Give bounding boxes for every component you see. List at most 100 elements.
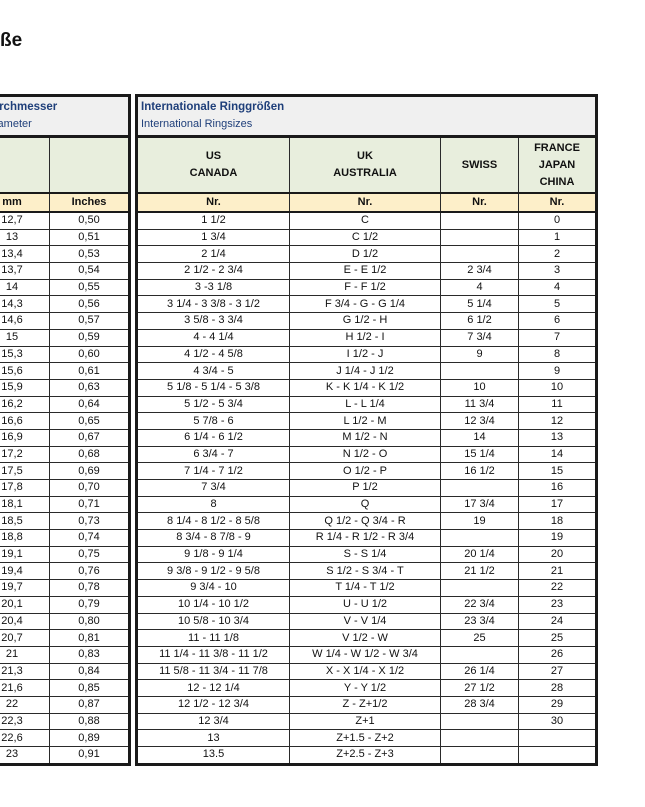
table-row: 17,8 0,70 — [0, 479, 131, 497]
table-row: 13 0,51 — [0, 228, 131, 247]
column-header-uk-australia: UK AUSTRALIA — [289, 135, 441, 194]
table-cell: 17 3/4 — [440, 495, 519, 514]
unit-header: Nr. — [289, 192, 441, 213]
table-cell: 0,53 — [48, 245, 131, 264]
table-cell: 2 1/4 — [136, 245, 290, 264]
table-cell: 21 — [0, 645, 50, 664]
table-cell: 21 1/2 — [440, 562, 519, 581]
table-cell: W 1/4 - W 1/2 - W 3/4 — [289, 645, 441, 664]
table-cell: G 1/2 - H — [289, 312, 441, 330]
table-cell — [440, 479, 519, 497]
table-cell: L 1/2 - M — [289, 412, 441, 430]
unit-header: Nr. — [440, 192, 519, 213]
column-header-us-canada: US CANADA — [136, 135, 290, 194]
table-row: 15,9 0,63 — [0, 378, 131, 397]
table-row: 3 1/4 - 3 3/8 - 3 1/2 F 3/4 - G - G 1/4 5 … — [136, 295, 597, 314]
table-row: 9 3/8 - 9 1/2 - 9 5/8 S 1/2 - S 3/4 - T 21… — [136, 562, 597, 581]
table-cell: 3 — [518, 262, 597, 280]
table-cell: 8 — [136, 495, 290, 514]
table-cell: 16 — [518, 479, 597, 497]
table-row: 15,3 0,60 — [0, 345, 131, 364]
table-cell: 0,73 — [48, 512, 131, 531]
table-cell — [440, 245, 519, 264]
table-cell: 5 1/8 - 5 1/4 - 5 3/8 — [136, 378, 290, 397]
table-cell: 27 — [518, 662, 597, 681]
table-cell: 0,60 — [48, 345, 131, 364]
table-cell: 10 5/8 - 10 3/4 — [136, 612, 290, 631]
table-cell: 0,64 — [48, 395, 131, 414]
table-cell: T 1/4 - T 1/2 — [289, 579, 441, 597]
table-cell: 0,75 — [48, 545, 131, 564]
table-cell — [518, 746, 597, 765]
table-cell: 5 — [518, 295, 597, 314]
table-cell: 11 3/4 — [440, 395, 519, 414]
table-cell: 7 3/4 — [440, 328, 519, 347]
table-cell: 3 5/8 - 3 3/4 — [136, 312, 290, 330]
table-cell: 24 — [518, 612, 597, 631]
table-cell: 4 — [518, 278, 597, 297]
table-cell: 5 1/4 — [440, 295, 519, 314]
table-cell: 13,7 — [0, 262, 50, 280]
table-row: 19,7 0,78 — [0, 579, 131, 597]
table-cell: 30 — [518, 712, 597, 731]
table-cell: 14 — [0, 278, 50, 297]
table-subtitle: International Ringsizes — [141, 118, 253, 130]
unit-header-mm: mm — [0, 192, 50, 213]
table-cell: F - F 1/2 — [289, 278, 441, 297]
table-cell: 9 3/8 - 9 1/2 - 9 5/8 — [136, 562, 290, 581]
table-cell: 0,84 — [48, 662, 131, 681]
table-cell: 15,9 — [0, 378, 50, 397]
column-header-line: UK — [357, 150, 373, 162]
table-cell: 4 - 4 1/4 — [136, 328, 290, 347]
table-row: 9 3/4 - 10 T 1/4 - T 1/2 22 — [136, 579, 597, 597]
table-cell: 13,4 — [0, 245, 50, 264]
table-cell — [440, 362, 519, 380]
table-row: 22,6 0,89 — [0, 729, 131, 747]
column-header-line: JAPAN — [538, 158, 576, 171]
table-row: 14 0,55 — [0, 278, 131, 297]
table-cell: 3 -3 1/8 — [136, 278, 290, 297]
table-cell: 12 1/2 - 12 3/4 — [136, 695, 290, 714]
table-cell: 0,85 — [48, 679, 131, 697]
table-cell: 17,5 — [0, 462, 50, 480]
table-cell — [440, 529, 519, 547]
table-cell: 8 3/4 - 8 7/8 - 9 — [136, 529, 290, 547]
table-cell: 7 3/4 — [136, 479, 290, 497]
table-row: 11 5/8 - 11 3/4 - 11 7/8 X - X 1/4 - X 1/… — [136, 662, 597, 681]
table-cell: 0,63 — [48, 378, 131, 397]
table-cell — [440, 712, 519, 731]
table-cell: 6 1/2 — [440, 312, 519, 330]
table-cell: 15 1/4 — [440, 445, 519, 464]
table-cell: 20 — [518, 545, 597, 564]
table-cell: 20,1 — [0, 595, 50, 614]
table-cell: 0,55 — [48, 278, 131, 297]
table-cell: 0,68 — [48, 445, 131, 464]
table-row: 14,3 0,56 — [0, 295, 131, 314]
column-header-line: CHINA — [539, 175, 575, 188]
table-cell: C — [289, 211, 441, 230]
table-cell: 0,59 — [48, 328, 131, 347]
table-cell: V 1/2 - W — [289, 629, 441, 647]
table-cell: 12 3/4 — [440, 412, 519, 430]
table-row: 7 1/4 - 7 1/2 O 1/2 - P 16 1/2 15 — [136, 462, 597, 480]
column-header-line: AUSTRALIA — [333, 167, 397, 179]
table-cell: 18,8 — [0, 529, 50, 547]
table-cell: 16,9 — [0, 428, 50, 447]
table-cell — [440, 729, 519, 747]
table-cell: 0 — [518, 211, 597, 230]
table-cell: 22,6 — [0, 729, 50, 747]
table-row: 18,8 0,74 — [0, 529, 131, 547]
table-cell: 3 1/4 - 3 3/8 - 3 1/2 — [136, 295, 290, 314]
table-cell: D 1/2 — [289, 245, 441, 264]
table-title: Internationale Ringgrößen — [141, 101, 285, 113]
table-cell: 19 — [440, 512, 519, 531]
table-cell: 13 — [136, 729, 290, 747]
table-row: 12 3/4 Z+1 30 — [136, 712, 597, 731]
table-cell: Y - Y 1/2 — [289, 679, 441, 697]
table-cell: 22 — [0, 695, 50, 714]
table-row: 12,7 0,50 — [0, 211, 131, 230]
table-cell: 4 1/2 - 4 5/8 — [136, 345, 290, 364]
table-row: 2 1/4 D 1/2 2 — [136, 245, 597, 264]
table-cell: 17,8 — [0, 479, 50, 497]
